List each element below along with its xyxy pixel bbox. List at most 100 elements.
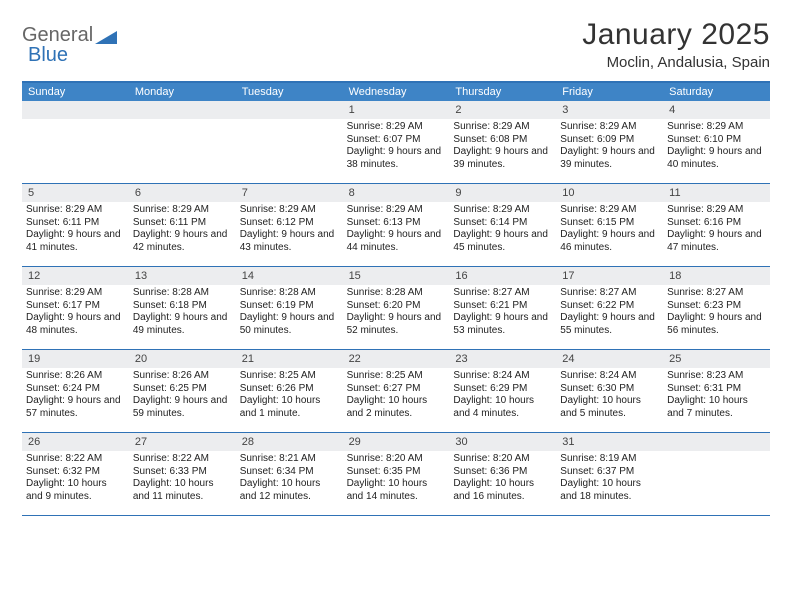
day-number: 1 bbox=[343, 101, 450, 119]
day-cell: 6Sunrise: 8:29 AMSunset: 6:11 PMDaylight… bbox=[129, 184, 236, 266]
daylight-line: Daylight: 10 hours and 4 minutes. bbox=[453, 395, 552, 420]
daylight-line: Daylight: 9 hours and 44 minutes. bbox=[347, 229, 446, 254]
sunrise-line: Sunrise: 8:29 AM bbox=[347, 121, 446, 134]
day-cell bbox=[236, 101, 343, 183]
sunset-line: Sunset: 6:33 PM bbox=[133, 466, 232, 479]
day-number: 4 bbox=[663, 101, 770, 119]
day-number: 6 bbox=[129, 184, 236, 202]
day-cell: 21 Sunrise: 8:25 AMSunset: 6:26 PMDayligh… bbox=[236, 350, 343, 432]
weekday-tuesday: Tuesday bbox=[236, 83, 343, 101]
day-number: 23 bbox=[449, 350, 556, 368]
sunset-line: Sunset: 6:09 PM bbox=[560, 134, 659, 147]
sunrise-line: Sunrise: 8:25 AM bbox=[240, 370, 339, 383]
sunset-line: Sunset: 6:11 PM bbox=[26, 217, 125, 230]
daylight-line: Daylight: 9 hours and 49 minutes. bbox=[133, 312, 232, 337]
day-body: Sunrise: 8:20 AMSunset: 6:36 PMDaylight:… bbox=[449, 451, 556, 507]
daylight-line: Daylight: 9 hours and 40 minutes. bbox=[667, 146, 766, 171]
day-cell: 30Sunrise: 8:20 AMSunset: 6:36 PMDayligh… bbox=[449, 433, 556, 515]
daylight-line: Daylight: 10 hours and 5 minutes. bbox=[560, 395, 659, 420]
sunset-line: Sunset: 6:29 PM bbox=[453, 383, 552, 396]
week-row: 19Sunrise: 8:26 AMSunset: 6:24 PMDayligh… bbox=[22, 350, 770, 433]
day-number: 30 bbox=[449, 433, 556, 451]
day-body: Sunrise: 8:27 AMSunset: 6:21 PMDaylight:… bbox=[449, 285, 556, 341]
daylight-line: Daylight: 10 hours and 18 minutes. bbox=[560, 478, 659, 503]
day-number: 20 bbox=[129, 350, 236, 368]
day-body: Sunrise: 8:28 AMSunset: 6:18 PMDaylight:… bbox=[129, 285, 236, 341]
day-number: 24 bbox=[556, 350, 663, 368]
day-number: 13 bbox=[129, 267, 236, 285]
daylight-line: Daylight: 10 hours and 14 minutes. bbox=[347, 478, 446, 503]
title-block: January 2025 Moclin, Andalusia, Spain bbox=[582, 18, 770, 71]
day-number: 7 bbox=[236, 184, 343, 202]
daylight-line: Daylight: 9 hours and 39 minutes. bbox=[453, 146, 552, 171]
day-body: Sunrise: 8:29 AMSunset: 6:07 PMDaylight:… bbox=[343, 119, 450, 175]
day-cell: 17Sunrise: 8:27 AMSunset: 6:22 PMDayligh… bbox=[556, 267, 663, 349]
day-body: Sunrise: 8:29 AMSunset: 6:09 PMDaylight:… bbox=[556, 119, 663, 175]
day-number: 12 bbox=[22, 267, 129, 285]
day-body: Sunrise: 8:23 AMSunset: 6:31 PMDaylight:… bbox=[663, 368, 770, 424]
sunrise-line: Sunrise: 8:29 AM bbox=[347, 204, 446, 217]
day-cell: 24Sunrise: 8:24 AMSunset: 6:30 PMDayligh… bbox=[556, 350, 663, 432]
day-body: Sunrise: 8:29 AMSunset: 6:11 PMDaylight:… bbox=[129, 202, 236, 258]
sunset-line: Sunset: 6:23 PM bbox=[667, 300, 766, 313]
day-cell: 31Sunrise: 8:19 AMSunset: 6:37 PMDayligh… bbox=[556, 433, 663, 515]
day-body: Sunrise: 8:29 AMSunset: 6:14 PMDaylight:… bbox=[449, 202, 556, 258]
day-body: Sunrise: 8:24 AMSunset: 6:30 PMDaylight:… bbox=[556, 368, 663, 424]
week-row: 12Sunrise: 8:29 AMSunset: 6:17 PMDayligh… bbox=[22, 267, 770, 350]
day-body: Sunrise: 8:22 AMSunset: 6:33 PMDaylight:… bbox=[129, 451, 236, 507]
day-number: 31 bbox=[556, 433, 663, 451]
day-body: Sunrise: 8:26 AMSunset: 6:24 PMDaylight:… bbox=[22, 368, 129, 424]
daylight-line: Daylight: 9 hours and 42 minutes. bbox=[133, 229, 232, 254]
sunset-line: Sunset: 6:24 PM bbox=[26, 383, 125, 396]
day-body: Sunrise: 8:26 AMSunset: 6:25 PMDaylight:… bbox=[129, 368, 236, 424]
sunset-line: Sunset: 6:16 PM bbox=[667, 217, 766, 230]
month-title: January 2025 bbox=[582, 18, 770, 52]
day-cell: 29Sunrise: 8:20 AMSunset: 6:35 PMDayligh… bbox=[343, 433, 450, 515]
day-body: Sunrise: 8:29 AMSunset: 6:17 PMDaylight:… bbox=[22, 285, 129, 341]
day-body: Sunrise: 8:25 AMSunset: 6:27 PMDaylight:… bbox=[343, 368, 450, 424]
day-cell bbox=[663, 433, 770, 515]
day-number: 8 bbox=[343, 184, 450, 202]
daylight-line: Daylight: 10 hours and 7 minutes. bbox=[667, 395, 766, 420]
day-number: 2 bbox=[449, 101, 556, 119]
day-number: 17 bbox=[556, 267, 663, 285]
brand-triangle-icon bbox=[95, 28, 117, 44]
sunset-line: Sunset: 6:30 PM bbox=[560, 383, 659, 396]
daylight-line: Daylight: 9 hours and 41 minutes. bbox=[26, 229, 125, 254]
brand-text-2: Blue bbox=[28, 44, 68, 66]
day-number: 11 bbox=[663, 184, 770, 202]
day-cell: 4Sunrise: 8:29 AMSunset: 6:10 PMDaylight… bbox=[663, 101, 770, 183]
sunrise-line: Sunrise: 8:29 AM bbox=[240, 204, 339, 217]
day-cell: 11Sunrise: 8:29 AMSunset: 6:16 PMDayligh… bbox=[663, 184, 770, 266]
sunset-line: Sunset: 6:14 PM bbox=[453, 217, 552, 230]
sunrise-line: Sunrise: 8:29 AM bbox=[560, 121, 659, 134]
sunrise-line: Sunrise: 8:20 AM bbox=[347, 453, 446, 466]
day-body: Sunrise: 8:28 AMSunset: 6:19 PMDaylight:… bbox=[236, 285, 343, 341]
day-body: Sunrise: 8:29 AMSunset: 6:13 PMDaylight:… bbox=[343, 202, 450, 258]
day-body: Sunrise: 8:21 AMSunset: 6:34 PMDaylight:… bbox=[236, 451, 343, 507]
daylight-line: Daylight: 10 hours and 11 minutes. bbox=[133, 478, 232, 503]
day-cell: 28Sunrise: 8:21 AMSunset: 6:34 PMDayligh… bbox=[236, 433, 343, 515]
brand-text-2-wrap: Blue bbox=[28, 44, 68, 67]
daylight-line: Daylight: 9 hours and 39 minutes. bbox=[560, 146, 659, 171]
sunrise-line: Sunrise: 8:28 AM bbox=[240, 287, 339, 300]
sunrise-line: Sunrise: 8:22 AM bbox=[26, 453, 125, 466]
day-cell: 12Sunrise: 8:29 AMSunset: 6:17 PMDayligh… bbox=[22, 267, 129, 349]
sunset-line: Sunset: 6:26 PM bbox=[240, 383, 339, 396]
day-body: Sunrise: 8:28 AMSunset: 6:20 PMDaylight:… bbox=[343, 285, 450, 341]
sunset-line: Sunset: 6:08 PM bbox=[453, 134, 552, 147]
day-number: 21 bbox=[236, 350, 343, 368]
day-number bbox=[663, 433, 770, 451]
sunset-line: Sunset: 6:15 PM bbox=[560, 217, 659, 230]
sunrise-line: Sunrise: 8:27 AM bbox=[560, 287, 659, 300]
day-number: 18 bbox=[663, 267, 770, 285]
weekday-friday: Friday bbox=[556, 83, 663, 101]
sunrise-line: Sunrise: 8:23 AM bbox=[667, 370, 766, 383]
daylight-line: Daylight: 10 hours and 1 minute. bbox=[240, 395, 339, 420]
sunrise-line: Sunrise: 8:29 AM bbox=[26, 204, 125, 217]
day-cell: 23Sunrise: 8:24 AMSunset: 6:29 PMDayligh… bbox=[449, 350, 556, 432]
sunset-line: Sunset: 6:22 PM bbox=[560, 300, 659, 313]
sunrise-line: Sunrise: 8:19 AM bbox=[560, 453, 659, 466]
sunset-line: Sunset: 6:36 PM bbox=[453, 466, 552, 479]
sunrise-line: Sunrise: 8:29 AM bbox=[26, 287, 125, 300]
